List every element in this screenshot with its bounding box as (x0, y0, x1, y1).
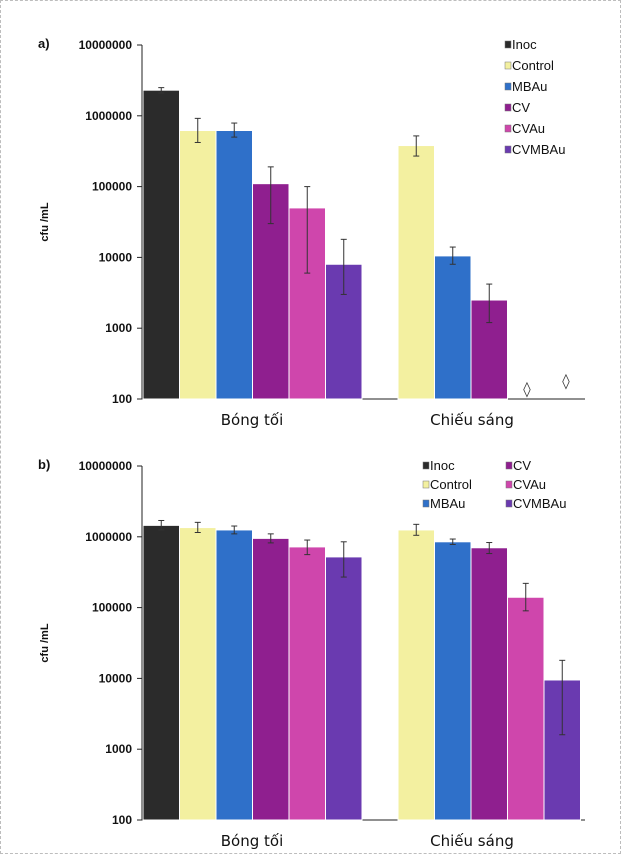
y-axis-label: cfu /mL (39, 202, 51, 241)
legend-label-cv: CV (512, 100, 530, 115)
legend-swatch-cvmbau (505, 499, 513, 508)
legend-swatch-cvau (505, 480, 513, 489)
legend-label-control: Control (512, 58, 554, 73)
y-tick-label: 100000 (92, 180, 132, 194)
y-tick-label: 1000000 (85, 530, 132, 544)
legend-swatch-cvau (504, 124, 512, 133)
bar-mbau-light (434, 541, 472, 821)
bar-cv-light (470, 547, 508, 821)
y-tick-label: 10000000 (79, 38, 133, 52)
legend-label-cvmbau: CVMBAu (512, 142, 565, 157)
legend-label-cvau: CVAu (513, 477, 546, 492)
no-growth-marker: ◊ (523, 380, 531, 398)
bar-cvmbau-dark (325, 263, 363, 400)
y-tick-label: 100000 (92, 601, 132, 615)
bar-control-dark (179, 527, 217, 821)
y-tick-label: 10000000 (79, 459, 133, 473)
bar-mbau-dark (215, 129, 253, 400)
bar-control-light (397, 145, 435, 400)
x-category-label: Chiếu sáng (430, 411, 514, 429)
legend-swatch-cvmbau (504, 145, 512, 154)
panel-label: a) (38, 36, 50, 51)
y-tick-label: 1000 (105, 321, 132, 335)
legend-swatch-control (504, 61, 512, 70)
y-tick-label: 1000000 (85, 109, 132, 123)
legend-label-mbau: MBAu (512, 79, 547, 94)
bar-cvmbau-dark (325, 556, 363, 821)
bar-cvau-dark (288, 546, 326, 821)
legend-label-mbau: MBAu (430, 496, 465, 511)
x-category-label: Bóng tối (221, 832, 284, 850)
legend-swatch-mbau (422, 499, 430, 508)
x-category-label: Chiếu sáng (430, 832, 514, 850)
legend-label-inoc: Inoc (430, 458, 455, 473)
chart-panel-a: a) cfu /mL 100 1000 10000 100000 1000000 100000… (38, 36, 585, 429)
chart-panel-b: b) cfu /mL 100 1000 10000 100000 1000000 100000… (38, 457, 585, 850)
y-tick-label: 10000 (99, 250, 133, 264)
legend: Inoc Control MBAu CV CVAu CVMBAu (422, 458, 566, 511)
bar-inoc-dark (142, 89, 180, 400)
legend-label-cvau: CVAu (512, 121, 545, 136)
y-tick-label: 1000 (105, 742, 132, 756)
bar-control-light (397, 529, 435, 821)
legend-swatch-cv (505, 461, 513, 470)
bar-cv-dark (252, 537, 290, 821)
y-tick-label: 100 (112, 813, 132, 827)
y-axis-label: cfu /mL (39, 623, 51, 662)
legend-swatch-cv (504, 103, 512, 112)
no-growth-marker: ◊ (562, 372, 570, 390)
legend-swatch-control (422, 480, 430, 489)
legend-label-cv: CV (513, 458, 531, 473)
legend-swatch-mbau (504, 82, 512, 91)
bar-control-dark (179, 129, 217, 400)
bar-cvau-light (507, 596, 545, 821)
panel-label: b) (38, 457, 50, 472)
y-tick-label: 100 (112, 392, 132, 406)
bar-mbau-light (434, 255, 472, 400)
legend-label-control: Control (430, 477, 472, 492)
legend-swatch-inoc (504, 40, 512, 49)
legend-label-cvmbau: CVMBAu (513, 496, 566, 511)
legend-label-inoc: Inoc (512, 37, 537, 52)
bar-inoc-dark (142, 524, 180, 821)
x-category-label: Bóng tối (221, 411, 284, 429)
y-tick-label: 10000 (99, 671, 133, 685)
legend: Inoc Control MBAu CV CVAu CVMBAu (504, 37, 565, 157)
bar-mbau-dark (215, 529, 253, 821)
legend-swatch-inoc (422, 461, 430, 470)
